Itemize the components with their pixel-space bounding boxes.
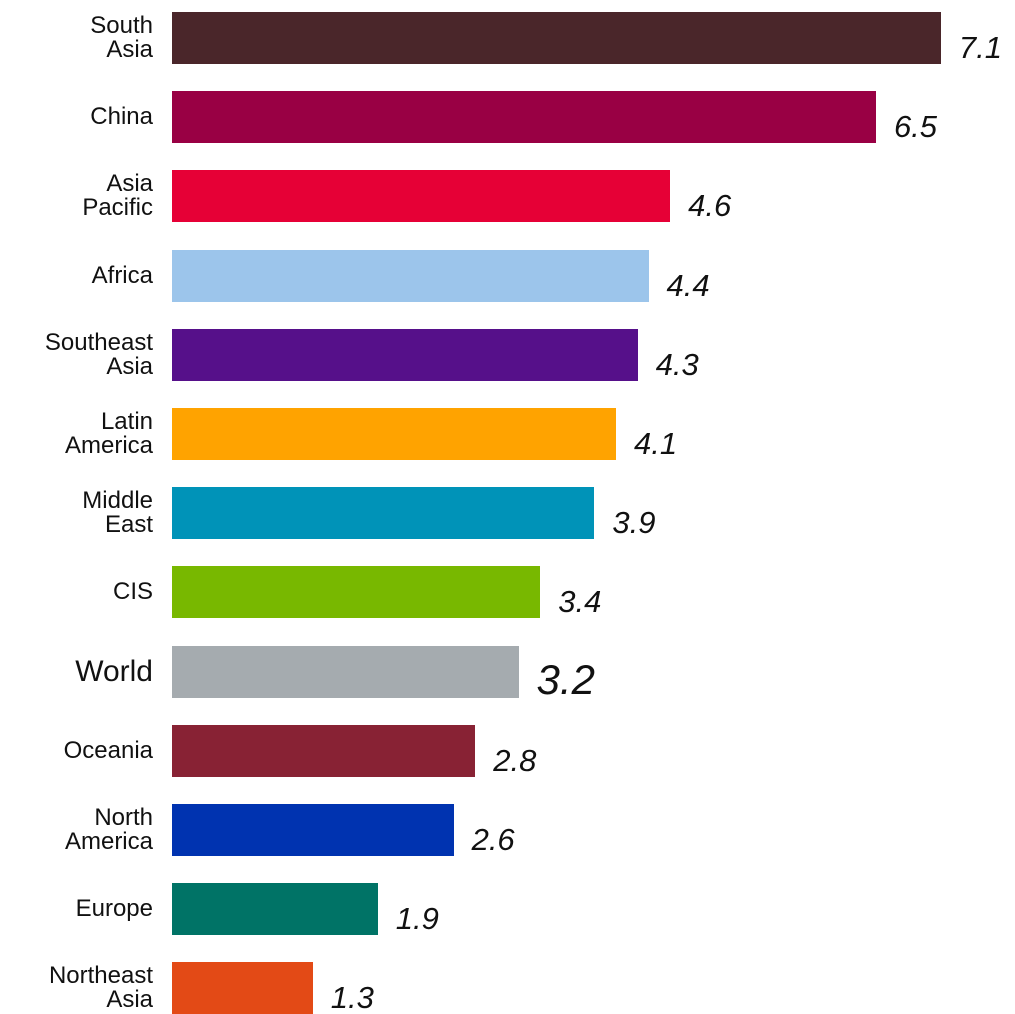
- bar-row: Middle East 3.9: [0, 487, 1015, 540]
- bar-row: North America 2.6: [0, 804, 1015, 857]
- bar: [172, 91, 876, 144]
- category-label: Europe: [75, 895, 153, 923]
- bar: [172, 408, 617, 460]
- category-label-box: Northeast Asia: [49, 962, 153, 1014]
- bar-row: Africa 4.4: [0, 249, 1015, 303]
- category-label-box: Asia Pacific: [82, 170, 153, 222]
- bar: [172, 170, 671, 223]
- bar-row: China 6.5: [0, 91, 1015, 144]
- bar-row: South Asia 7.1: [0, 12, 1015, 65]
- bar: [172, 962, 313, 1014]
- bar-row: Oceania 2.8: [0, 724, 1015, 778]
- category-label-box: CIS: [113, 566, 153, 618]
- value-label: 4.3: [655, 346, 699, 382]
- value-label: 3.9: [612, 505, 656, 541]
- category-label: Africa: [91, 261, 153, 289]
- bar-row: Southeast Asia 4.3: [0, 328, 1015, 382]
- category-label-box: North America: [65, 804, 153, 856]
- bar: [172, 487, 595, 540]
- bar: [172, 804, 454, 856]
- category-label: Middle East: [82, 487, 153, 539]
- category-label: Asia Pacific: [82, 170, 153, 222]
- bar: [172, 566, 541, 619]
- bar-row: Europe 1.9: [0, 883, 1015, 936]
- value-label: 3.2: [536, 655, 595, 703]
- category-label: Southeast Asia: [44, 328, 153, 380]
- value-label: 4.4: [666, 267, 710, 303]
- value-label: 3.4: [558, 584, 602, 620]
- bar: [172, 645, 519, 698]
- value-label: 1.3: [330, 980, 374, 1014]
- category-label-box: Oceania: [64, 725, 153, 777]
- bar-row: Northeast Asia 1.3: [0, 962, 1015, 1014]
- category-label-box: Middle East: [82, 487, 153, 539]
- category-label-box: South Asia: [90, 12, 153, 64]
- value-label: 2.8: [493, 742, 537, 778]
- value-label: 4.6: [688, 188, 732, 224]
- bar: [172, 249, 649, 302]
- category-label-box: Southeast Asia: [45, 329, 153, 381]
- bar-row: Asia Pacific 4.6: [0, 170, 1015, 223]
- category-label-box: World: [75, 646, 153, 698]
- value-label: 7.1: [958, 30, 1003, 65]
- category-label-box: Africa: [92, 250, 153, 302]
- value-label: 4.1: [634, 426, 678, 461]
- category-label: Latin America: [64, 408, 154, 459]
- category-label: CIS: [112, 578, 153, 606]
- category-label: World: [75, 654, 153, 688]
- bar: [172, 328, 638, 381]
- bar: [172, 883, 378, 936]
- category-label: China: [90, 103, 153, 131]
- bar-row: Latin America 4.1: [0, 408, 1015, 461]
- bar: [172, 724, 476, 777]
- bar-row: World 3.2: [0, 645, 1015, 703]
- category-label: Northeast Asia: [48, 962, 153, 1014]
- category-label: South Asia: [90, 12, 153, 63]
- value-label: 2.6: [471, 822, 515, 857]
- value-label: 6.5: [893, 109, 938, 145]
- category-label-box: Europe: [76, 883, 153, 935]
- value-label: 1.9: [395, 901, 439, 937]
- bar: [172, 12, 941, 64]
- category-label-box: Latin America: [65, 408, 153, 460]
- category-label-box: China: [90, 91, 153, 143]
- bar-row: CIS 3.4: [0, 566, 1015, 619]
- category-label: Oceania: [63, 736, 153, 764]
- category-label: North America: [64, 804, 153, 855]
